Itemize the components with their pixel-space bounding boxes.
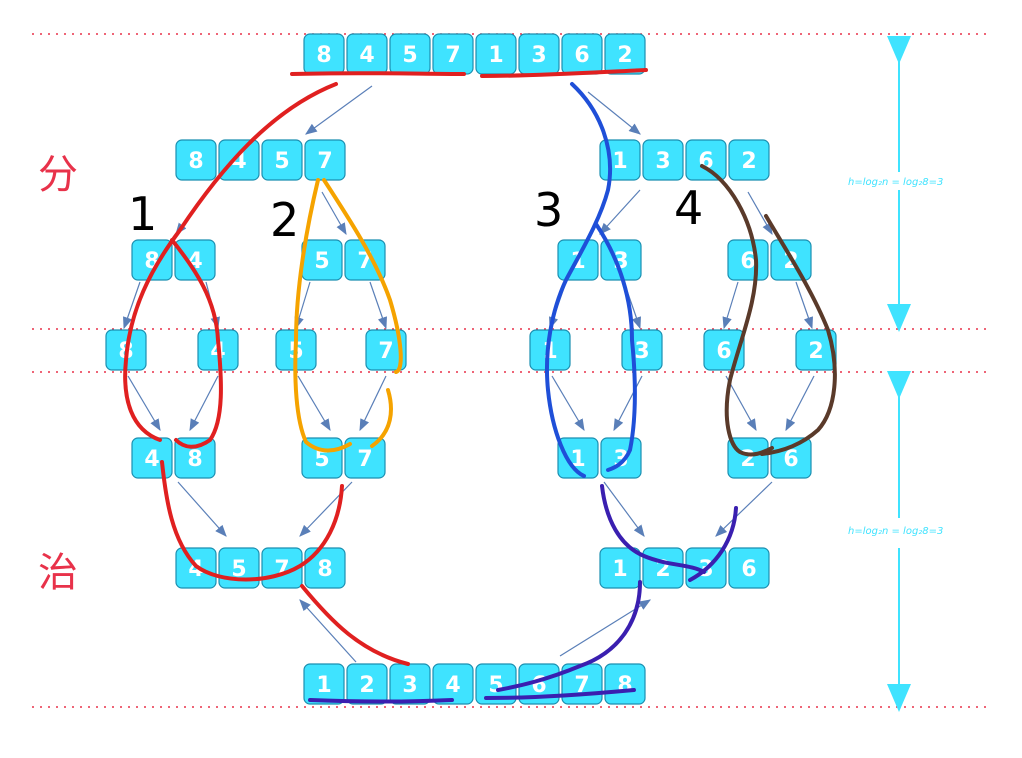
result-value: 2 — [359, 673, 374, 698]
quarter-2-value: 5 — [314, 249, 329, 274]
pair-4-value: 2 — [740, 447, 755, 472]
pair-3-cell — [557, 437, 599, 479]
single-4-value: 7 — [378, 339, 393, 364]
root-value: 4 — [359, 43, 374, 68]
root-value: 6 — [574, 43, 589, 68]
conquer-label: 治 — [38, 550, 78, 596]
quarter-1-cell — [174, 239, 216, 281]
orange-path — [293, 178, 403, 453]
pair-4-cell — [770, 437, 812, 479]
divide-label: 分 — [38, 152, 78, 198]
single-7-value: 6 — [716, 339, 731, 364]
step-label-4: 4 — [674, 181, 703, 235]
merged-left-cell — [304, 547, 346, 589]
brown-path — [700, 164, 837, 457]
result-value: 1 — [316, 673, 331, 698]
merged-right-value: 1 — [612, 557, 627, 582]
pair-2-value: 7 — [357, 447, 372, 472]
result-cell — [346, 663, 388, 705]
result-cell — [432, 663, 474, 705]
half-right-value: 2 — [741, 149, 756, 174]
formula-top: h=log₂n = log₂8=3 — [848, 177, 943, 188]
pair-1-value: 4 — [144, 447, 159, 472]
pair-1-value: 8 — [187, 447, 202, 472]
pair-1-cell — [174, 437, 216, 479]
half-left-cell — [175, 139, 217, 181]
half-left-value: 7 — [317, 149, 332, 174]
result-value: 7 — [574, 673, 589, 698]
merged-left-value: 8 — [317, 557, 332, 582]
red-underline-top-right — [480, 68, 648, 78]
single-6-value: 3 — [634, 339, 649, 364]
divider-lines — [32, 33, 990, 708]
cells-layer: 8 4 5 7 1 3 6 28 4 5 7 1 3 6 28 4 5 7 1 3 6 28 4 5 7 1 3 6 24 8 5 7 1 3 2 6… — [105, 33, 837, 705]
single-8-value: 2 — [808, 339, 823, 364]
step-label-3: 3 — [534, 183, 563, 237]
purple-underline-bottom-right — [484, 688, 636, 700]
result-value: 8 — [617, 673, 632, 698]
half-right-value: 1 — [612, 149, 627, 174]
result-value: 5 — [488, 673, 503, 698]
quarter-2-cell — [344, 239, 386, 281]
red-underline-top-left — [290, 71, 466, 76]
blue-path — [544, 82, 637, 478]
root-value: 2 — [617, 43, 632, 68]
formula-bottom: h=log₂n = log₂8=3 — [848, 526, 943, 537]
merged-left-value: 5 — [231, 557, 246, 582]
half-right-cell — [728, 139, 770, 181]
merged-left-value: 7 — [274, 557, 289, 582]
quarter-1-cell — [131, 239, 173, 281]
single-8-cell — [795, 329, 837, 371]
pair-4-value: 6 — [783, 447, 798, 472]
half-right-value: 3 — [655, 149, 670, 174]
half-left-value: 8 — [188, 149, 203, 174]
merged-right-value: 6 — [741, 557, 756, 582]
result-cell — [303, 663, 345, 705]
half-right-cell — [685, 139, 727, 181]
purple-path-merge-right — [600, 484, 738, 582]
result-value: 4 — [445, 673, 460, 698]
result-value: 3 — [402, 673, 417, 698]
root-value: 5 — [402, 43, 417, 68]
merged-right-cell — [728, 547, 770, 589]
quarter-4-value: 6 — [740, 249, 755, 274]
pair-2-value: 5 — [314, 447, 329, 472]
pair-2-cell — [344, 437, 386, 479]
result-cell — [604, 663, 646, 705]
single-4-cell — [365, 329, 407, 371]
half-right-cell — [642, 139, 684, 181]
step-label-2: 2 — [270, 193, 299, 247]
annotation-paths — [123, 68, 837, 704]
red-path-bottom — [300, 584, 410, 666]
half-left-cell — [218, 139, 260, 181]
root-value: 7 — [445, 43, 460, 68]
root-value: 1 — [488, 43, 503, 68]
half-left-value: 5 — [274, 149, 289, 174]
root-cell — [604, 33, 646, 75]
merged-right-cell — [599, 547, 641, 589]
root-value: 3 — [531, 43, 546, 68]
root-value: 8 — [316, 43, 331, 68]
half-left-cell — [261, 139, 303, 181]
red-path-left — [123, 82, 338, 449]
purple-underline-bottom-left — [308, 698, 454, 704]
red-path-merge-left — [160, 460, 344, 582]
result-cell — [475, 663, 517, 705]
purple-path-bottom — [496, 580, 642, 692]
step-label-1: 1 — [128, 187, 157, 241]
